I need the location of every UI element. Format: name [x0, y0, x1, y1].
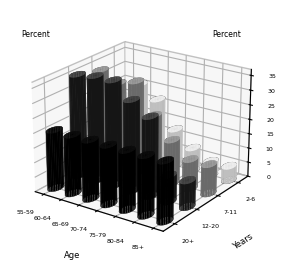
Y-axis label: Years: Years [231, 232, 254, 251]
Text: Percent: Percent [22, 30, 50, 39]
X-axis label: Age: Age [64, 251, 80, 260]
Text: Percent: Percent [212, 30, 241, 39]
